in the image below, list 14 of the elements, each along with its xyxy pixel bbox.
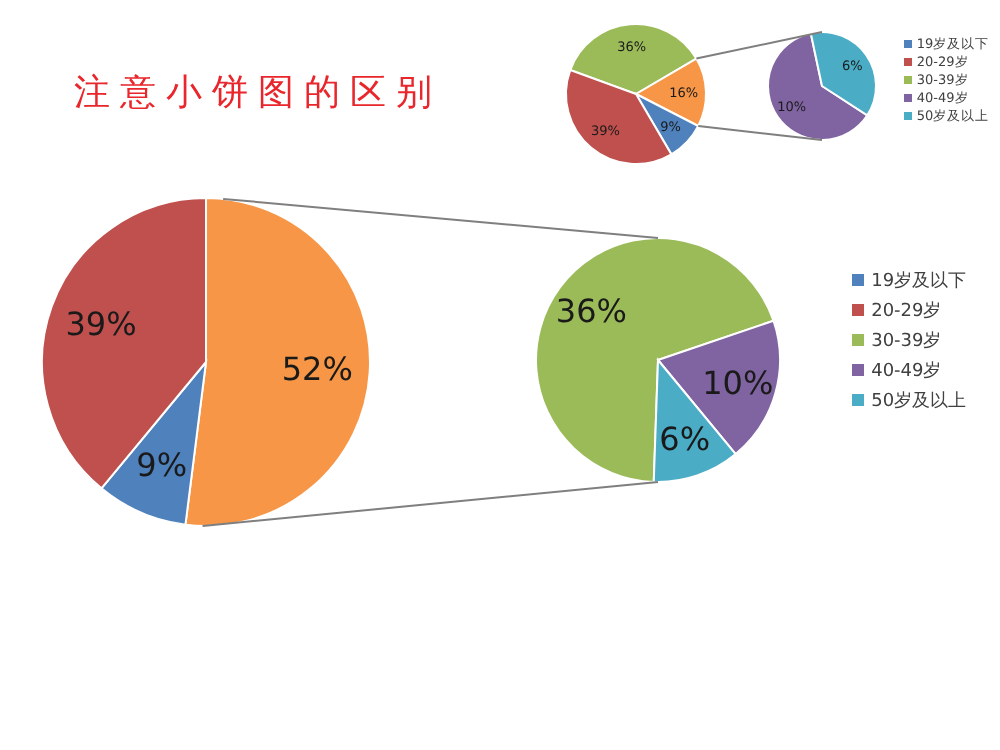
legend-label: 19岁及以下 (871, 270, 967, 292)
data-label: 9% (136, 445, 188, 484)
data-label: 39% (65, 305, 137, 344)
data-label: 52% (281, 350, 353, 389)
data-label: 10% (702, 363, 774, 402)
pie-slice (767, 32, 869, 141)
pie-slice (535, 237, 775, 483)
legend-label: 50岁及以上 (871, 390, 967, 412)
legend-label: 30-39岁 (871, 330, 942, 352)
legend-label: 40-49岁 (871, 360, 942, 382)
chart-title: 注意小饼图的区别 (74, 72, 442, 114)
legend-label: 20-29岁 (871, 300, 942, 322)
data-label: 36% (555, 291, 627, 330)
data-label: 6% (659, 419, 711, 458)
